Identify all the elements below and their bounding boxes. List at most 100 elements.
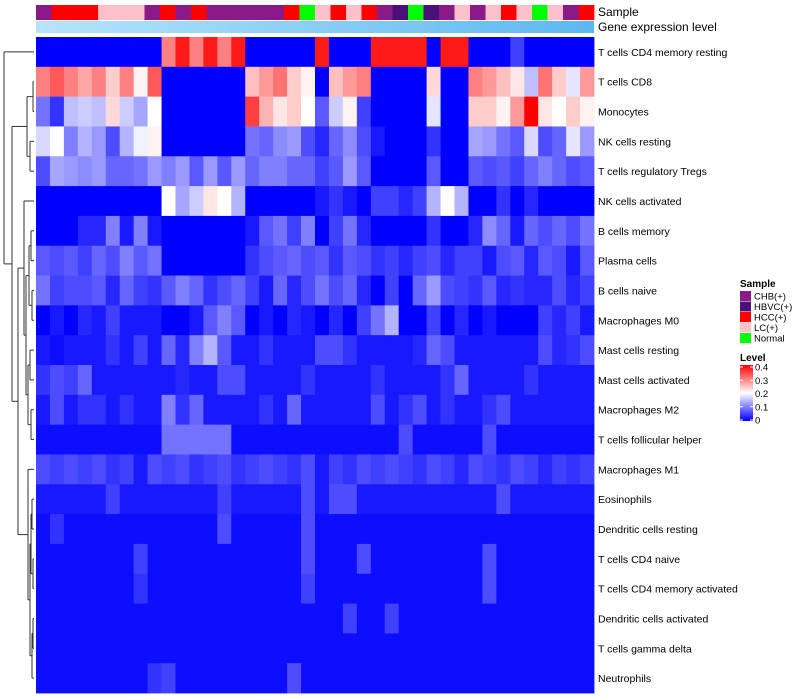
heatmap-cell	[119, 424, 135, 455]
heatmap-cell	[454, 335, 469, 366]
heatmap-cell	[510, 66, 525, 98]
level-legend-title: Level	[740, 353, 766, 364]
heatmap-cell	[77, 156, 93, 187]
heatmap-cell	[315, 394, 330, 426]
heatmap-cell	[63, 126, 79, 157]
heatmap-cell	[342, 573, 358, 604]
heatmap-cell	[287, 603, 302, 634]
heatmap-cell	[496, 275, 511, 306]
heatmap-cell	[231, 156, 246, 187]
heatmap-cell	[580, 603, 595, 634]
heatmap-cell	[342, 275, 358, 306]
row-labels: T cells CD4 memory resting T cells CD8 Mon…	[598, 47, 738, 685]
heatmap-cell	[203, 603, 218, 634]
heatmap-cell	[468, 514, 483, 545]
heatmap-cell	[273, 365, 288, 396]
heatmap-cell	[133, 573, 148, 604]
heatmap-cell	[315, 573, 330, 604]
heatmap-cell	[91, 573, 107, 604]
heatmap-cell	[231, 245, 246, 276]
heatmap-cell	[231, 454, 246, 485]
row-label: Dendritic cells activated	[598, 613, 708, 625]
heatmap-cell	[482, 37, 497, 68]
heatmap-cell	[356, 305, 372, 336]
heatmap-cell	[426, 305, 441, 336]
heatmap-cell	[301, 663, 316, 694]
heatmap-cell	[287, 305, 302, 336]
heatmap-cell	[63, 543, 79, 575]
heatmap-cell	[538, 305, 553, 336]
heatmap-cell	[538, 126, 553, 157]
heatmap-cell	[384, 454, 400, 485]
heatmap-cell	[412, 215, 427, 247]
heatmap-cell	[147, 365, 162, 396]
heatmap-cell	[482, 126, 497, 157]
heatmap-cell	[342, 156, 358, 187]
heatmap-cell	[245, 514, 260, 545]
row-label: NK cells resting	[598, 136, 671, 148]
heatmap-cell	[342, 186, 358, 217]
heatmap-cell	[552, 484, 567, 515]
heatmap-cell	[175, 37, 190, 68]
sample-annotation-cell	[206, 5, 223, 20]
heatmap-cell	[133, 424, 148, 455]
heatmap-cell	[552, 245, 567, 276]
heatmap-cell	[566, 126, 581, 157]
heatmap-cell	[259, 514, 274, 545]
heatmap-cell	[245, 37, 260, 68]
heatmap-cell	[287, 573, 302, 604]
heatmap-cell	[524, 543, 539, 575]
heatmap-cell	[36, 245, 51, 276]
heatmap-cell	[482, 335, 497, 366]
heatmap-cell	[287, 454, 302, 485]
heatmap-cell	[287, 335, 302, 366]
heatmap-cell	[189, 454, 204, 485]
heatmap-cell	[398, 603, 414, 634]
heatmap-cell	[524, 66, 539, 98]
heatmap-cell	[203, 305, 218, 336]
heatmap-cell	[231, 126, 246, 157]
row-label: T cells regulatory Tregs	[598, 166, 707, 178]
heatmap-cell	[189, 365, 204, 396]
heatmap-cell	[217, 484, 232, 515]
heatmap-cell	[36, 573, 51, 604]
heatmap-cell	[147, 514, 162, 545]
heatmap-cell	[217, 215, 232, 247]
heatmap-cell	[315, 514, 330, 545]
heatmap-cell	[398, 454, 414, 485]
heatmap-cell	[440, 663, 455, 694]
heatmap-cell	[161, 305, 176, 336]
heatmap-cell	[356, 663, 372, 694]
heatmap-cell	[175, 633, 190, 664]
heatmap-cell	[398, 156, 414, 187]
heatmap-cell	[566, 454, 581, 485]
heatmap-cell	[454, 514, 469, 545]
sample-annotation-cell	[361, 5, 378, 20]
heatmap-cell	[482, 633, 497, 664]
heatmap-cell	[538, 245, 553, 276]
heatmap-cell	[287, 275, 302, 306]
heatmap-cell	[147, 484, 162, 515]
heatmap-cell	[217, 663, 232, 694]
heatmap-cell	[189, 514, 204, 545]
heatmap-cell	[538, 603, 553, 634]
heatmap-cell	[259, 215, 274, 247]
heatmap-cell	[133, 186, 148, 217]
heatmap-cell	[468, 603, 483, 634]
heatmap-cell	[412, 335, 427, 366]
heatmap-cell	[384, 365, 400, 396]
heatmap-cell	[384, 424, 400, 455]
heatmap-cell	[356, 514, 372, 545]
heatmap-cell	[328, 37, 344, 68]
heatmap-cell	[119, 156, 135, 187]
heatmap-cell	[496, 394, 511, 426]
sample-annotation-cell	[392, 5, 409, 20]
heatmap-cell	[36, 156, 51, 187]
heatmap-cell	[119, 394, 135, 426]
sample-legend: Sample CHB(+)HBVC(+)HCC(+)LC(+)Normal	[740, 279, 792, 345]
heatmap-cell	[259, 186, 274, 217]
heatmap-cell	[203, 66, 218, 98]
heatmap-cell	[36, 335, 51, 366]
heatmap-cell	[147, 424, 162, 455]
heatmap-cell	[398, 305, 414, 336]
